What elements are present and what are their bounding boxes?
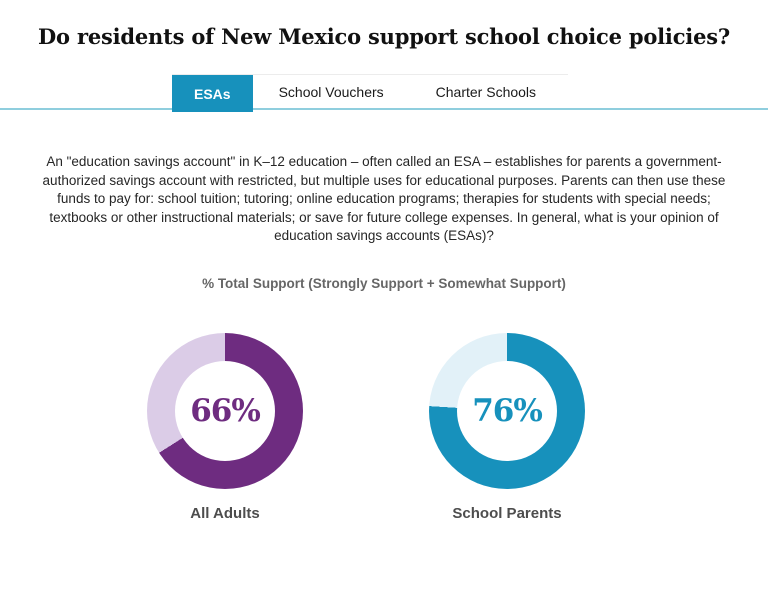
question-description: An "education savings account" in K–12 e… xyxy=(42,154,726,243)
chart-group-all-adults: 66% All Adults xyxy=(145,332,305,522)
charts-row: 66% All Adults 76% School Parents xyxy=(0,332,768,522)
tab-charter-schools[interactable]: Charter Schools xyxy=(435,83,537,100)
percent-value-school-parents: 76% xyxy=(472,392,543,429)
donut-chart-school-parents[interactable]: 76% xyxy=(429,332,585,489)
chart-subtitle: % Total Support (Strongly Support + Some… xyxy=(202,275,566,291)
donut-chart-all-adults[interactable]: 66% xyxy=(147,332,303,489)
percent-value-all-adults: 66% xyxy=(190,392,261,429)
donut-hole: 66% xyxy=(175,360,275,461)
tabs-strip: ESAs School Vouchers Charter Schools xyxy=(172,74,569,112)
tab-bar: ESAs School Vouchers Charter Schools xyxy=(0,74,768,112)
chart-group-school-parents: 76% School Parents xyxy=(427,332,587,522)
chart-label-all-adults: All Adults xyxy=(190,504,260,522)
tab-school-vouchers[interactable]: School Vouchers xyxy=(278,83,384,100)
tab-underline-rule xyxy=(0,108,768,110)
page-title: Do residents of New Mexico support schoo… xyxy=(38,24,730,49)
donut-hole: 76% xyxy=(457,360,557,461)
tab-esas[interactable]: ESAs xyxy=(172,75,253,112)
chart-label-school-parents: School Parents xyxy=(452,504,562,522)
